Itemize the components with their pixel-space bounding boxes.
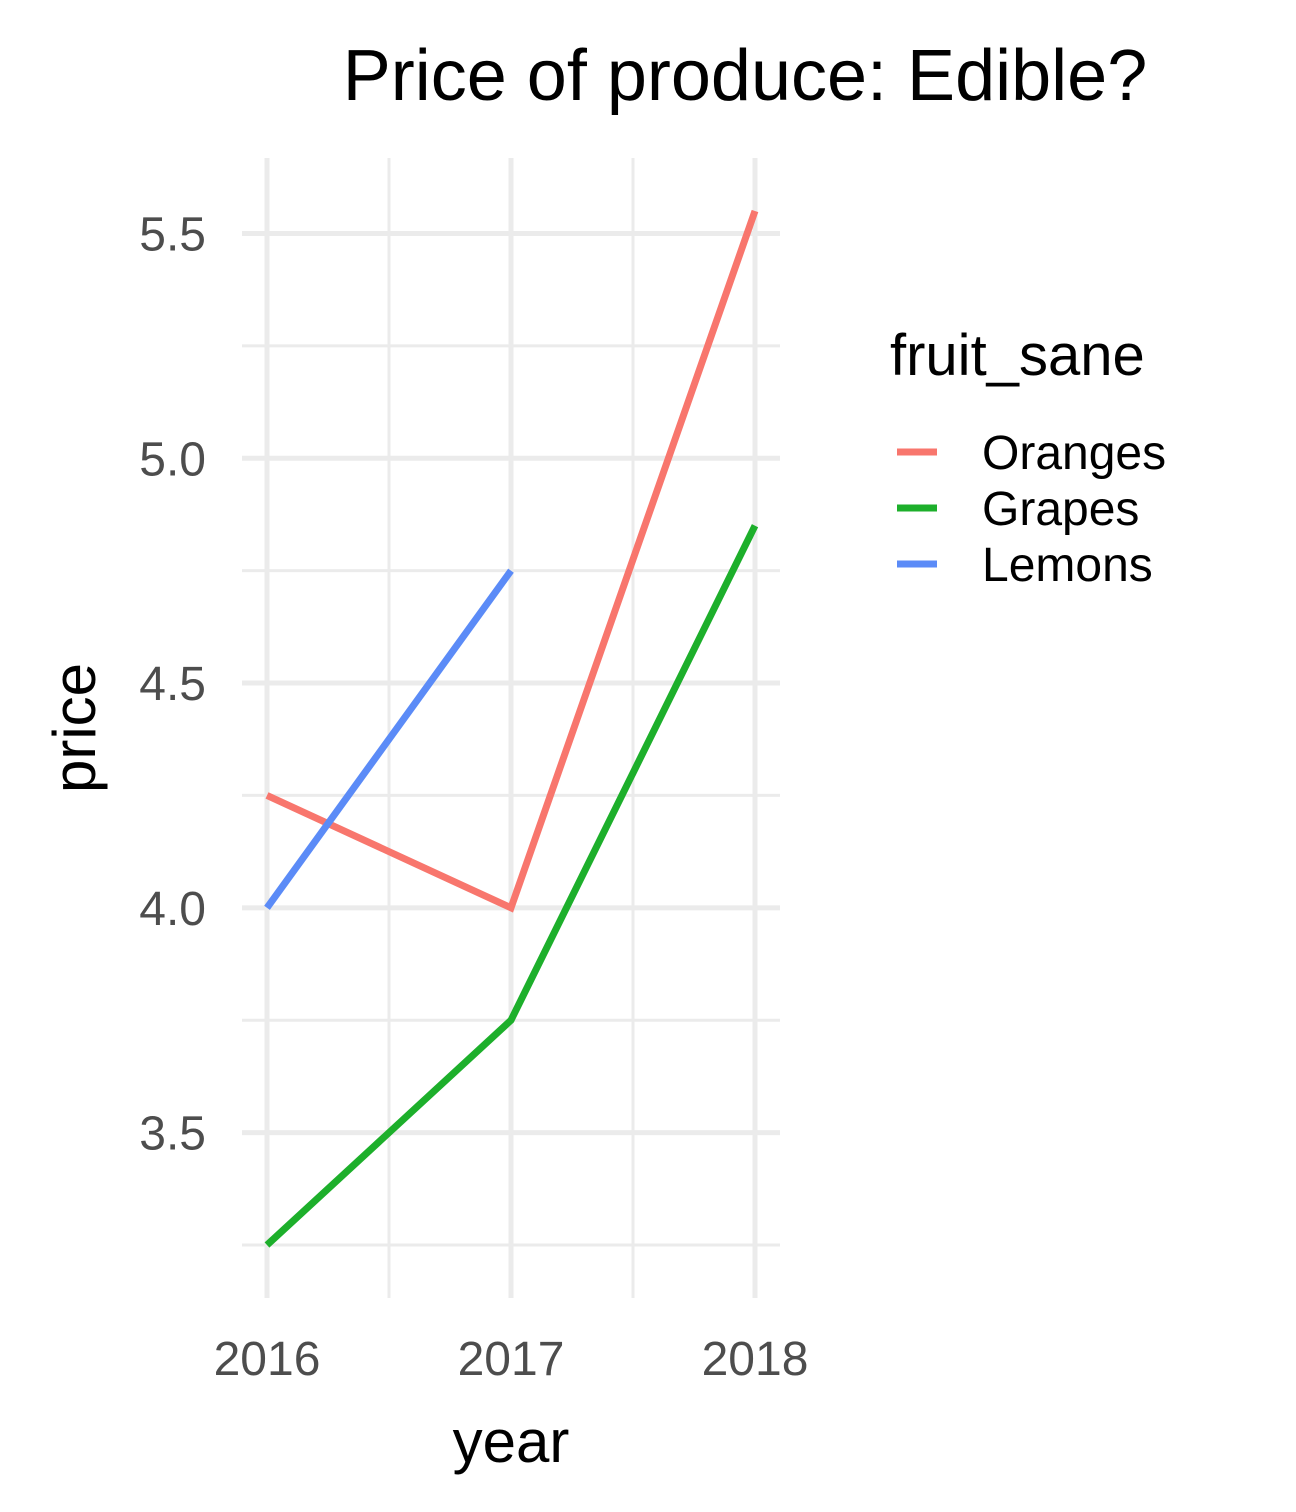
x-tick-label: 2016 [214,1333,321,1386]
grid [242,158,780,1298]
series-line-oranges [265,209,759,913]
x-tick-label: 2018 [702,1333,809,1386]
x-axis-title: year [453,1408,570,1475]
x-tick-labels: 2016 2017 2018 [214,1333,809,1386]
y-tick-label: 4.5 [139,658,206,711]
x-tick-label: 2017 [458,1333,565,1386]
legend-label-grapes: Grapes [982,483,1139,536]
chart-title: Price of produce: Edible? [343,36,1147,116]
legend-label-lemons: Lemons [982,539,1153,592]
y-tick-label: 3.5 [139,1108,206,1161]
legend-label-oranges: Oranges [982,427,1166,480]
legend-title: fruit_sane [890,323,1145,388]
series-line-grapes [264,524,759,1248]
y-tick-label: 4.0 [139,883,206,936]
y-tick-label: 5.0 [139,433,206,486]
y-axis-title: price [41,663,108,793]
y-tick-label: 5.5 [139,208,206,261]
series-line-lemons [264,568,514,910]
y-tick-labels: 3.5 4.0 4.5 5.0 5.5 [139,208,206,1160]
series-lines [264,209,759,1248]
